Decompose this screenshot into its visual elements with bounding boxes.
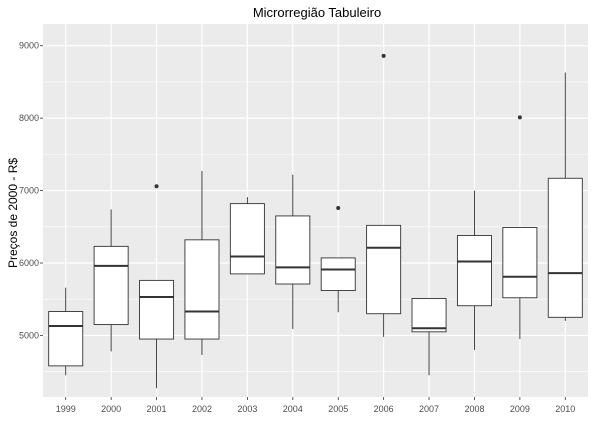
box-2000	[93, 209, 129, 352]
x-tick-label: 2009	[510, 404, 530, 414]
outlier-point	[381, 53, 386, 58]
box-2010	[547, 72, 583, 321]
plot-panel	[43, 24, 588, 397]
x-tick-label: 2005	[328, 404, 348, 414]
box-2009	[502, 115, 538, 340]
y-tick-label: 8000	[19, 113, 39, 123]
box-iqr	[229, 203, 265, 275]
box-iqr	[547, 177, 583, 318]
chart-title: Microrregião Tabuleiro	[253, 5, 381, 20]
box-2005	[320, 205, 356, 313]
box-iqr	[93, 245, 129, 326]
y-tick-label: 7000	[19, 186, 39, 196]
outlier-point	[336, 205, 341, 210]
box-2006	[366, 53, 402, 337]
x-tick-label: 2000	[101, 404, 121, 414]
box-iqr	[456, 235, 492, 307]
box-2004	[275, 174, 311, 329]
box-2008	[456, 190, 492, 350]
x-tick-label: 2003	[237, 404, 257, 414]
box-iqr	[411, 298, 447, 333]
x-tick-label: 2006	[374, 404, 394, 414]
box-1999	[48, 287, 84, 376]
y-tick-label: 6000	[19, 258, 39, 268]
box-2002	[184, 171, 220, 355]
box-iqr	[48, 311, 84, 367]
x-tick-label: 2007	[419, 404, 439, 414]
x-tick-label: 2001	[147, 404, 167, 414]
outlier-point	[154, 184, 159, 189]
box-2001	[139, 184, 175, 389]
x-tick-label: 2004	[283, 404, 303, 414]
box-iqr	[275, 215, 311, 285]
x-tick-label: 1999	[56, 404, 76, 414]
outlier-point	[517, 115, 522, 120]
y-tick-label: 5000	[19, 330, 39, 340]
box-iqr	[139, 279, 175, 340]
box-iqr	[366, 224, 402, 315]
box-iqr	[184, 239, 220, 340]
box-2003	[229, 197, 265, 275]
y-axis-ticks: 5000 6000 7000 8000 9000	[19, 41, 43, 340]
x-tick-label: 2008	[464, 404, 484, 414]
y-axis-label: Preços de 2000 - R$	[6, 158, 20, 268]
box-iqr	[320, 257, 356, 291]
x-axis-ticks: 1999 2000 2001 2002 2003 2004 2005 2006 2007 2008…	[56, 397, 575, 414]
y-tick-label: 9000	[19, 41, 39, 51]
box-iqr	[502, 227, 538, 299]
x-tick-label: 2002	[192, 404, 212, 414]
box-series	[48, 53, 583, 389]
x-tick-label: 2010	[555, 404, 575, 414]
box-2007	[411, 298, 447, 376]
